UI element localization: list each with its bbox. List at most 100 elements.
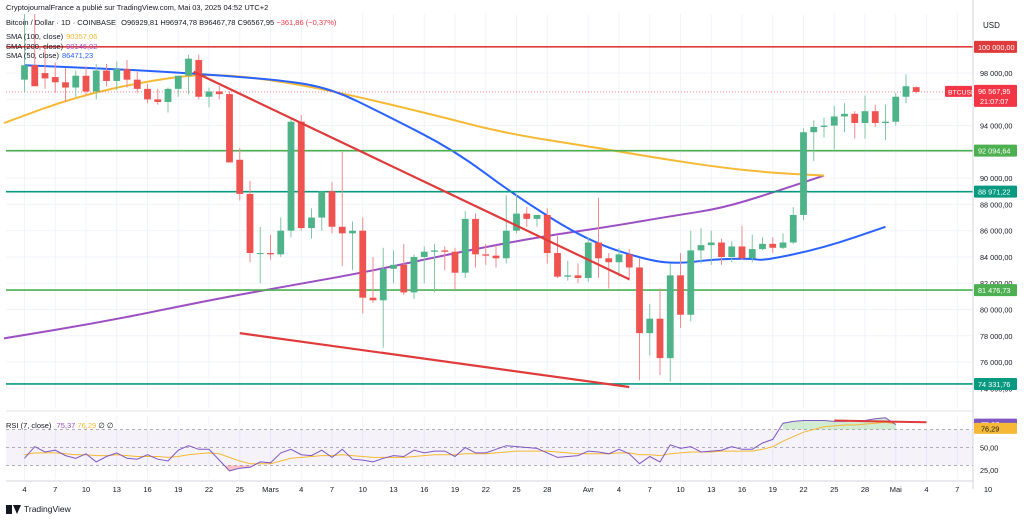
legend-sma200-value: 90146,02 xyxy=(66,41,98,51)
x-tick-label: Avr xyxy=(583,485,595,494)
candle-down xyxy=(677,275,684,315)
rsi-signal-line xyxy=(24,421,896,465)
x-tick-label: 4 xyxy=(617,485,621,494)
legend-sma50[interactable]: SMA (50, close) 86471,23 xyxy=(6,51,97,61)
legend-sma100[interactable]: SMA (100, close) 90357,06 xyxy=(6,32,97,42)
x-tick-label: 16 xyxy=(420,485,428,494)
x-tick-label: 19 xyxy=(174,485,182,494)
candle-up xyxy=(861,111,869,124)
ohlc-open: O96929,81 xyxy=(121,18,159,27)
symbol-name: Bitcoin / Dollar · 1D · COINBASE xyxy=(6,18,117,27)
candle-down xyxy=(144,88,151,100)
candle-down xyxy=(605,258,613,263)
candle-down xyxy=(133,79,141,89)
x-tick-label: 7 xyxy=(330,485,334,494)
candle-up xyxy=(892,96,900,122)
rsi-divergence-line xyxy=(834,419,927,424)
candle-up xyxy=(185,58,192,76)
tradingview-logo-icon xyxy=(6,504,21,514)
candle-up xyxy=(666,275,674,359)
candle-down xyxy=(297,121,305,229)
symbol-badge-label: BTCUSD xyxy=(948,89,976,96)
y-tick-label: 84 000,00 xyxy=(980,253,1012,262)
candle-up xyxy=(841,113,848,117)
sma100-line xyxy=(3,74,825,177)
candle-down xyxy=(636,267,643,334)
x-tick-label: 10 xyxy=(984,485,992,494)
candle-up xyxy=(410,256,418,293)
rsi-tick-label: 25,00 xyxy=(980,466,998,475)
rsi-legend[interactable]: RSI (7, close) 75,37 76,29 ∅ ∅ xyxy=(6,421,113,430)
x-tick-label: 25 xyxy=(830,485,838,494)
candle-down xyxy=(103,70,110,81)
rsi-legend-empty-2: ∅ xyxy=(106,421,114,430)
attribution: CryptojournalFrance a publié sur Trading… xyxy=(6,3,269,12)
candle-up xyxy=(564,275,572,277)
candle-down xyxy=(369,297,377,301)
candle-down xyxy=(246,193,254,254)
level-badge-label: 88 971,22 xyxy=(978,188,1010,197)
candle-up xyxy=(318,191,326,218)
level-badge xyxy=(974,144,1017,157)
rsi-panel xyxy=(6,410,973,472)
trendline xyxy=(239,332,630,389)
candle-up xyxy=(461,218,469,273)
legend-sma200[interactable]: SMA (200, close) 90146,02 xyxy=(6,42,97,52)
x-tick-label: 7 xyxy=(53,485,57,494)
candle-down xyxy=(492,255,500,259)
candle-down xyxy=(441,250,449,252)
candle-down xyxy=(769,243,777,248)
candle-up xyxy=(113,69,121,81)
rsi-legend-empty-1: ∅ xyxy=(98,421,105,430)
candle-up xyxy=(902,86,910,97)
candles xyxy=(21,14,920,382)
rsi-line xyxy=(24,417,897,472)
candle-up xyxy=(789,214,797,243)
x-tick-label: 22 xyxy=(482,485,490,494)
price-grid xyxy=(6,14,989,479)
x-tick-label: 28 xyxy=(543,485,551,494)
candle-up xyxy=(205,91,213,97)
legend-sma50-value: 86471,23 xyxy=(61,51,94,61)
y-tick-label: 90 000,00 xyxy=(980,174,1012,183)
candle-down xyxy=(482,254,490,256)
legend-sma100-label: SMA (100, close) xyxy=(6,32,64,41)
y-tick-label: 94 000,00 xyxy=(980,122,1012,131)
x-tick-label: 4 xyxy=(22,485,26,494)
ohlc-close: C96567,95 xyxy=(237,18,275,27)
candle-up xyxy=(697,245,705,251)
candle-up xyxy=(882,121,889,124)
rsi-legend-label: RSI (7, close) xyxy=(6,421,52,430)
x-tick-label: 28 xyxy=(861,485,869,494)
footer-brand[interactable]: TradingView xyxy=(6,504,71,514)
candle-down xyxy=(41,73,49,79)
ohlc-low: B96467,78 xyxy=(199,18,236,27)
horizontal-levels xyxy=(6,46,973,385)
candle-up xyxy=(379,268,387,301)
y-tick-label: 82 000,00 xyxy=(980,279,1012,288)
candle-down xyxy=(328,191,336,227)
countdown-label: 21:07:07 xyxy=(980,97,1008,106)
symbol-badge xyxy=(945,85,972,97)
x-tick-label: 25 xyxy=(512,485,520,494)
y-tick-label: 88 000,00 xyxy=(980,200,1012,209)
candle-up xyxy=(349,230,356,234)
x-tick-label: 13 xyxy=(389,485,397,494)
x-tick-label: Mars xyxy=(262,485,279,494)
footer-brand-label: TradingView xyxy=(24,504,71,514)
candle-up xyxy=(830,116,838,126)
last-price-badge xyxy=(974,84,1017,107)
legend-sma100-value: 90357,06 xyxy=(66,32,98,41)
x-tick-label: 13 xyxy=(707,485,715,494)
x-tick-label: 10 xyxy=(82,485,90,494)
level-badge-label: 74 331,76 xyxy=(978,380,1010,389)
ohlc-high: H96974,78 xyxy=(160,18,198,27)
candle-up xyxy=(707,242,715,246)
candle-down xyxy=(574,275,582,278)
x-tick-label: 10 xyxy=(676,485,684,494)
candle-up xyxy=(810,126,818,133)
x-tick-label: 22 xyxy=(799,485,807,494)
x-tick-label: 7 xyxy=(648,485,652,494)
y-tick-label: 78 000,00 xyxy=(980,332,1012,341)
